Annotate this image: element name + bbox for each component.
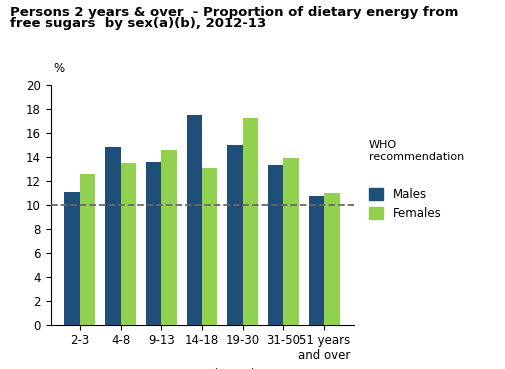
Bar	[283, 158, 299, 325]
Bar	[146, 162, 161, 325]
Bar	[243, 118, 258, 325]
Text: WHO
recommendation: WHO recommendation	[369, 140, 464, 162]
Bar	[121, 163, 136, 325]
Bar	[161, 150, 177, 325]
Bar	[186, 115, 202, 325]
Bar	[105, 147, 121, 325]
Bar	[64, 192, 80, 325]
Bar	[80, 174, 95, 325]
Text: Persons 2 years & over  - Proportion of dietary energy from: Persons 2 years & over - Proportion of d…	[10, 6, 459, 18]
Bar	[268, 165, 283, 325]
X-axis label: Age group (years): Age group (years)	[149, 368, 255, 369]
Bar	[202, 168, 218, 325]
Legend: Males, Females: Males, Females	[365, 183, 446, 224]
Text: %: %	[54, 62, 65, 75]
Bar	[324, 193, 340, 325]
Text: free sugars  by sex(a)(b), 2012-13: free sugars by sex(a)(b), 2012-13	[10, 17, 266, 30]
Bar	[309, 196, 324, 325]
Bar	[227, 145, 243, 325]
